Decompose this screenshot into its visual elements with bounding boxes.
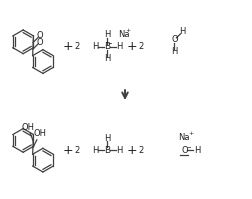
Text: H: H: [193, 146, 200, 155]
Text: Na: Na: [118, 30, 129, 39]
Text: OH: OH: [33, 129, 46, 139]
Text: −: −: [107, 40, 112, 45]
Text: H: H: [104, 54, 110, 63]
Text: +: +: [62, 40, 73, 53]
Text: H: H: [104, 134, 110, 143]
Text: H: H: [115, 146, 122, 155]
Text: +: +: [125, 28, 130, 33]
Text: +: +: [188, 131, 193, 136]
Text: H: H: [115, 42, 122, 51]
Text: 2: 2: [138, 146, 143, 155]
Text: B: B: [104, 42, 110, 51]
Text: 2: 2: [74, 42, 79, 51]
Text: −: −: [185, 144, 190, 149]
Text: Na: Na: [178, 133, 189, 142]
Text: H: H: [104, 30, 110, 39]
Text: O: O: [180, 146, 187, 155]
Text: O: O: [37, 31, 43, 40]
Text: 2: 2: [74, 146, 79, 155]
Text: +: +: [126, 40, 137, 53]
Text: O: O: [36, 38, 43, 47]
Text: H: H: [92, 146, 98, 155]
Text: H: H: [178, 27, 185, 36]
Text: H: H: [92, 42, 98, 51]
Text: O: O: [171, 35, 177, 44]
Text: B: B: [104, 146, 110, 155]
Text: H: H: [171, 47, 177, 56]
Text: 2: 2: [138, 42, 143, 51]
Text: +: +: [62, 144, 73, 157]
Text: OH: OH: [22, 123, 35, 132]
Text: +: +: [126, 144, 137, 157]
